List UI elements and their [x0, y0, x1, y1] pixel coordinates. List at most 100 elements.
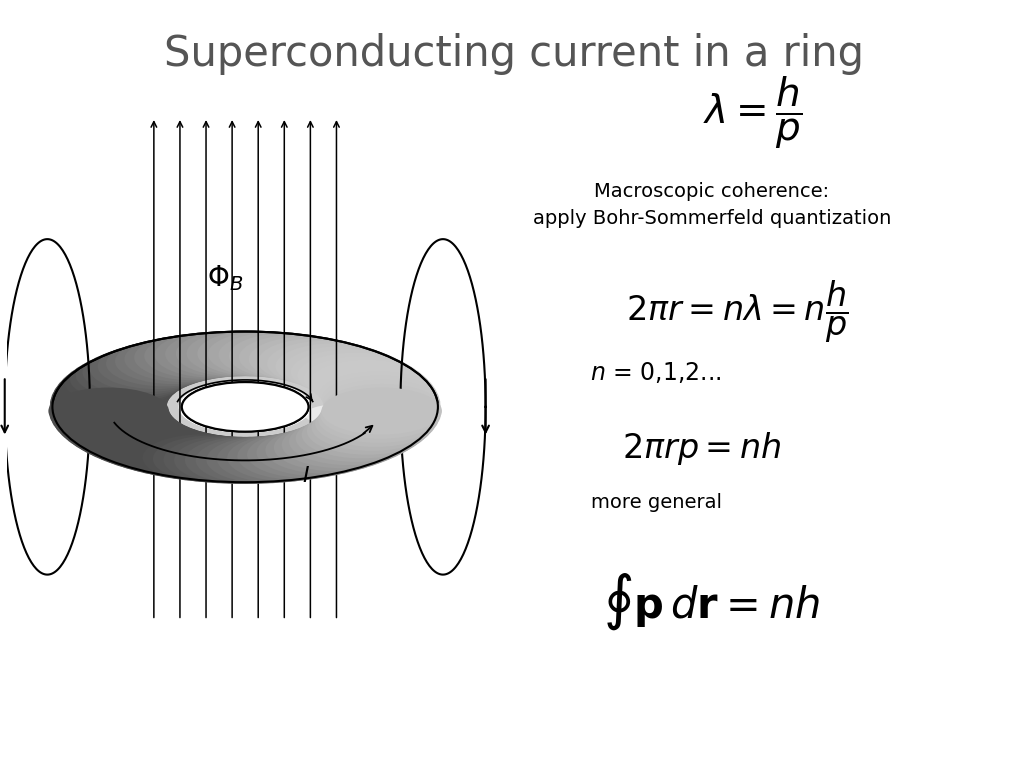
- Ellipse shape: [142, 434, 263, 482]
- Text: $\lambda = \dfrac{h}{p}$: $\lambda = \dfrac{h}{p}$: [702, 75, 802, 151]
- Text: more general: more general: [591, 493, 722, 511]
- Ellipse shape: [229, 435, 346, 481]
- Text: $2\pi r p = nh$: $2\pi r p = nh$: [622, 430, 781, 467]
- Ellipse shape: [265, 427, 386, 474]
- Ellipse shape: [76, 415, 193, 462]
- Ellipse shape: [217, 435, 337, 482]
- Ellipse shape: [70, 356, 187, 402]
- Ellipse shape: [249, 432, 366, 478]
- Ellipse shape: [52, 396, 172, 443]
- Ellipse shape: [208, 331, 326, 377]
- Ellipse shape: [165, 437, 283, 482]
- Ellipse shape: [305, 404, 377, 425]
- Ellipse shape: [311, 404, 432, 451]
- Ellipse shape: [229, 333, 346, 379]
- Ellipse shape: [322, 392, 439, 438]
- Ellipse shape: [106, 427, 223, 473]
- Ellipse shape: [182, 382, 308, 432]
- Ellipse shape: [284, 346, 400, 392]
- Ellipse shape: [198, 330, 314, 376]
- Ellipse shape: [65, 409, 181, 454]
- Ellipse shape: [76, 353, 193, 399]
- Text: $\oint \mathbf{p}\,d\mathbf{r} = nh$: $\oint \mathbf{p}\,d\mathbf{r} = nh$: [603, 571, 820, 631]
- Ellipse shape: [134, 335, 251, 380]
- Ellipse shape: [115, 429, 232, 475]
- Text: Superconducting current in a ring: Superconducting current in a ring: [164, 33, 864, 75]
- Ellipse shape: [258, 339, 376, 384]
- Ellipse shape: [144, 333, 261, 379]
- Ellipse shape: [196, 437, 316, 484]
- Ellipse shape: [318, 396, 438, 443]
- Ellipse shape: [54, 400, 175, 447]
- Ellipse shape: [81, 418, 202, 465]
- Text: $\Phi_B$: $\Phi_B$: [207, 263, 243, 293]
- Ellipse shape: [227, 434, 348, 482]
- Ellipse shape: [65, 359, 181, 406]
- Ellipse shape: [218, 436, 336, 482]
- Ellipse shape: [307, 408, 427, 455]
- Ellipse shape: [123, 431, 244, 478]
- Ellipse shape: [321, 392, 440, 439]
- Ellipse shape: [165, 331, 283, 377]
- Ellipse shape: [208, 437, 326, 482]
- Ellipse shape: [48, 388, 169, 435]
- Ellipse shape: [96, 424, 216, 471]
- Ellipse shape: [303, 356, 421, 402]
- Ellipse shape: [284, 422, 400, 468]
- Ellipse shape: [239, 433, 356, 479]
- Ellipse shape: [106, 341, 223, 386]
- Ellipse shape: [273, 424, 394, 471]
- Ellipse shape: [62, 408, 183, 455]
- Ellipse shape: [315, 400, 435, 447]
- Ellipse shape: [206, 436, 327, 483]
- Text: Macroscopic coherence:
apply Bohr-Sommerfeld quantization: Macroscopic coherence: apply Bohr-Sommer…: [532, 182, 891, 227]
- Ellipse shape: [90, 422, 207, 468]
- Ellipse shape: [308, 409, 426, 454]
- Ellipse shape: [176, 437, 293, 483]
- Ellipse shape: [238, 433, 357, 480]
- Ellipse shape: [319, 372, 437, 417]
- Ellipse shape: [322, 376, 439, 422]
- Ellipse shape: [56, 367, 173, 413]
- Ellipse shape: [267, 427, 384, 473]
- Ellipse shape: [275, 425, 392, 471]
- Ellipse shape: [49, 392, 170, 439]
- Ellipse shape: [182, 382, 308, 432]
- Ellipse shape: [267, 341, 384, 386]
- Ellipse shape: [178, 381, 311, 433]
- Ellipse shape: [70, 412, 187, 458]
- Ellipse shape: [302, 412, 422, 458]
- Ellipse shape: [56, 401, 173, 446]
- Ellipse shape: [174, 437, 295, 484]
- Ellipse shape: [69, 412, 188, 458]
- Ellipse shape: [97, 425, 215, 471]
- Ellipse shape: [291, 419, 408, 465]
- Ellipse shape: [144, 435, 261, 481]
- Ellipse shape: [316, 367, 434, 413]
- Ellipse shape: [297, 415, 415, 462]
- Ellipse shape: [275, 343, 392, 389]
- Ellipse shape: [324, 380, 440, 425]
- Ellipse shape: [324, 384, 440, 430]
- Ellipse shape: [249, 336, 366, 382]
- Ellipse shape: [155, 332, 271, 378]
- Ellipse shape: [186, 438, 304, 483]
- Ellipse shape: [153, 435, 273, 482]
- Ellipse shape: [104, 427, 225, 474]
- Ellipse shape: [198, 437, 314, 483]
- Ellipse shape: [132, 433, 253, 480]
- Ellipse shape: [114, 429, 233, 476]
- Ellipse shape: [324, 388, 440, 434]
- Ellipse shape: [53, 372, 171, 417]
- Ellipse shape: [51, 392, 169, 438]
- Text: $n$ = 0,1,2...: $n$ = 0,1,2...: [590, 360, 722, 385]
- Text: $I$: $I$: [302, 465, 310, 485]
- Ellipse shape: [60, 363, 177, 409]
- Ellipse shape: [50, 380, 167, 425]
- Ellipse shape: [134, 433, 251, 479]
- Ellipse shape: [297, 353, 415, 399]
- Ellipse shape: [90, 346, 207, 392]
- Ellipse shape: [185, 437, 305, 484]
- Ellipse shape: [291, 349, 408, 395]
- Ellipse shape: [52, 332, 438, 482]
